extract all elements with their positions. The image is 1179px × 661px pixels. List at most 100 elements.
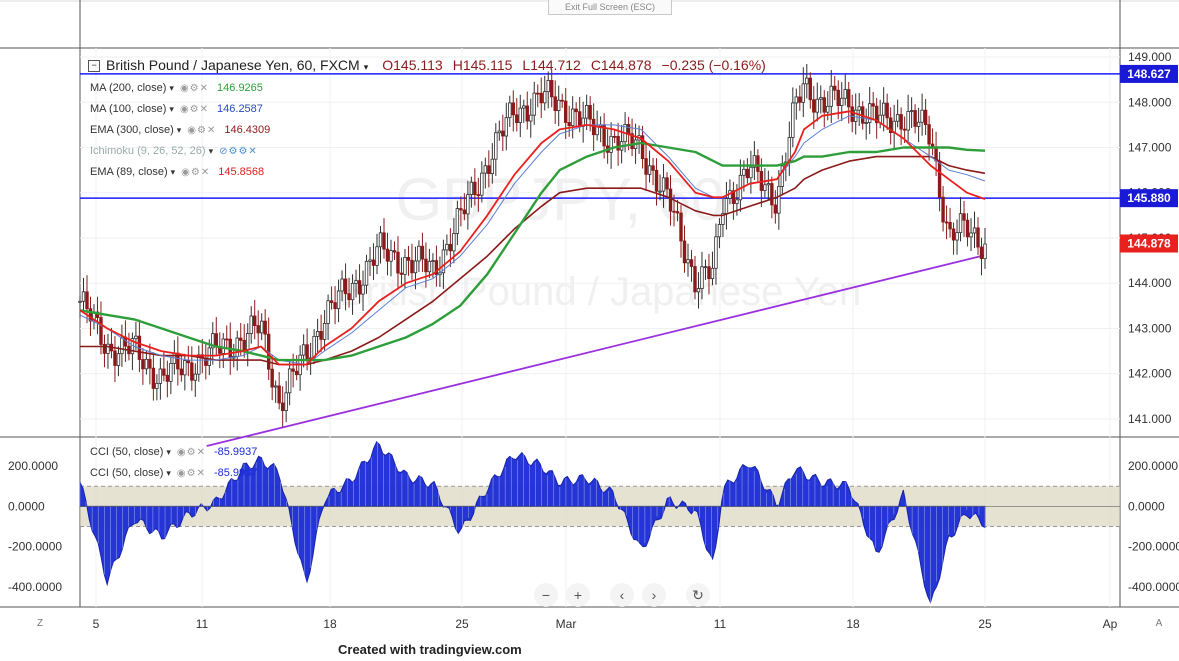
candle-body [473, 181, 477, 196]
candle-body [508, 102, 512, 119]
candle-body [315, 331, 320, 337]
candle-body [270, 368, 274, 388]
indicator-controls[interactable]: ◉⚙✕ [176, 468, 206, 479]
chevron-down-icon[interactable]: ▾ [166, 468, 171, 478]
candle-body [773, 204, 778, 214]
candle-body [158, 368, 163, 384]
chevron-down-icon[interactable]: ▾ [169, 83, 174, 93]
candle-body [714, 236, 718, 269]
zoom-in-button[interactable]: + [566, 583, 590, 607]
indicator-ma100[interactable]: MA (100, close) ▾ ◉⚙✕ 146.2587 [90, 101, 263, 117]
candle-body [543, 91, 547, 104]
indicator-ichimoku[interactable]: Ichimoku (9, 26, 52, 26) ▾ ⊘⚙⚙✕ [90, 143, 258, 159]
candle-body [577, 111, 582, 127]
watermark-name: British Pound / Japanese Yen [339, 270, 862, 314]
candle-body [854, 109, 858, 122]
exit-fullscreen-button[interactable]: Exit Full Screen (ESC) [548, 0, 672, 15]
candle-body [504, 117, 508, 137]
candle-body [763, 184, 767, 191]
candle-body [798, 96, 802, 103]
chevron-down-icon[interactable]: ▾ [166, 447, 171, 457]
ohlc-close: C144.878 [590, 57, 652, 73]
indicator-ema300[interactable]: EMA (300, close) ▾ ◉⚙✕ 146.4309 [90, 122, 270, 138]
candle-body [148, 358, 152, 369]
candle-body [833, 85, 837, 91]
candle-body [630, 133, 634, 150]
indicator-controls[interactable]: ◉⚙✕ [181, 167, 211, 178]
candle-body [116, 353, 121, 366]
candle-body [626, 124, 631, 135]
candle-body [553, 96, 557, 111]
candle-body [679, 212, 683, 242]
symbol-label[interactable]: British Pound / Japanese Yen, 60, FXCM [106, 57, 360, 73]
indicator-controls[interactable]: ⊘⚙⚙✕ [219, 146, 258, 157]
candle-body [916, 121, 921, 127]
candle-body [693, 266, 697, 293]
candle-body [246, 333, 250, 351]
indicator-ma200[interactable]: MA (200, close) ▾ ◉⚙✕ 146.9265 [90, 80, 263, 96]
candle-body [357, 280, 362, 295]
chevron-down-icon[interactable]: ▾ [169, 104, 174, 114]
candle-body [263, 320, 267, 335]
candle-body [294, 370, 299, 376]
candle-body [277, 385, 281, 404]
y-tick-label: 147.000 [1128, 141, 1172, 155]
candle-body [120, 336, 124, 355]
indicator-ema89[interactable]: EMA (89, close) ▾ ◉⚙✕ 145.8568 [90, 164, 264, 180]
chevron-down-icon[interactable]: ▾ [363, 62, 369, 72]
candle-body [462, 209, 467, 215]
candle-body [847, 89, 851, 108]
candle-body [333, 302, 337, 310]
scroll-right-button[interactable]: › [642, 583, 666, 607]
candle-body [102, 344, 107, 354]
indicator-controls[interactable]: ◉⚙✕ [179, 83, 210, 94]
candle-body [466, 194, 470, 215]
price-tag-label: 148.627 [1127, 67, 1171, 81]
candle-body [717, 224, 722, 238]
candle-body [190, 362, 194, 381]
credit-text: Created with tradingview.com [338, 642, 522, 657]
candle-body [487, 165, 491, 174]
price-tag [1120, 64, 1178, 83]
indicator-value: -85.9937 [213, 446, 258, 458]
candle-body [857, 106, 861, 111]
candle-body [497, 130, 502, 134]
zoom-corner-icon[interactable]: Z [36, 618, 44, 629]
candle-body [696, 288, 701, 293]
candle-body [885, 102, 889, 119]
candle-body [249, 315, 253, 334]
candle-body [382, 232, 386, 250]
ohlc-open: O145.113 [382, 57, 443, 73]
chevron-down-icon[interactable]: ▾ [176, 125, 182, 135]
candlesticks [78, 63, 987, 427]
chevron-down-icon[interactable]: ▾ [170, 167, 176, 177]
candle-body [483, 165, 488, 174]
candle-body [529, 114, 533, 122]
candle-body [287, 368, 292, 394]
cci-legend-2[interactable]: CCI (50, close) ▾ ◉⚙✕ -85.9937 [90, 465, 257, 481]
indicator-controls[interactable]: ◉⚙✕ [187, 125, 217, 136]
candle-body [563, 100, 568, 123]
candle-body [162, 368, 166, 376]
indicator-controls[interactable]: ◉⚙✕ [176, 447, 206, 458]
collapse-icon[interactable]: − [88, 60, 100, 73]
zoom-out-button[interactable]: − [534, 583, 558, 607]
indicator-controls[interactable]: ◉⚙✕ [179, 104, 210, 115]
candle-body [550, 80, 554, 98]
candle-body [651, 165, 655, 171]
candle-body [546, 80, 550, 93]
auto-scale-icon[interactable]: A [1155, 618, 1163, 629]
candle-body [843, 89, 847, 99]
cci-legend-1[interactable]: CCI (50, close) ▾ ◉⚙✕ -85.9937 [90, 444, 257, 460]
indicator-value: 146.2587 [217, 103, 263, 115]
scroll-left-button[interactable]: ‹ [610, 583, 634, 607]
candle-body [329, 300, 334, 304]
cci-y-tick-right: -200.0000 [1128, 540, 1179, 554]
chevron-down-icon[interactable]: ▾ [208, 146, 214, 156]
candle-body [721, 213, 725, 225]
candle-body [840, 97, 844, 107]
candle-body [812, 99, 816, 113]
price-tag-label: 144.878 [1127, 236, 1171, 250]
reset-chart-button[interactable]: ↻ [686, 583, 710, 607]
